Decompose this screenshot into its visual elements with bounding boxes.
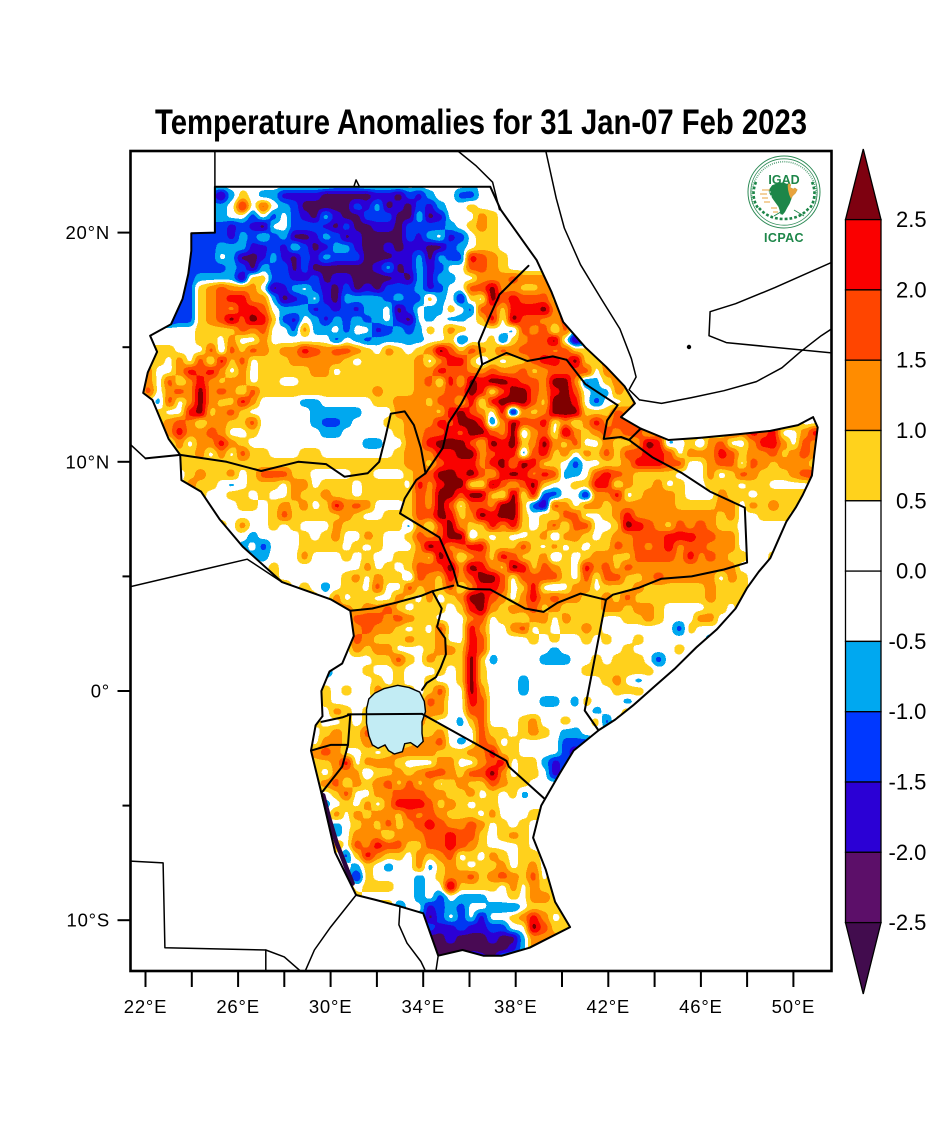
svg-text:Temperature Anomalies for 31 J: Temperature Anomalies for 31 Jan-07 Feb … (155, 102, 807, 142)
svg-text:38°E: 38°E (494, 996, 538, 1017)
svg-text:20°N: 20°N (65, 222, 110, 243)
svg-text:1.5: 1.5 (896, 348, 927, 373)
svg-text:ICPAC: ICPAC (764, 231, 804, 245)
svg-text:2.0: 2.0 (896, 277, 927, 302)
svg-text:0°: 0° (91, 681, 110, 702)
svg-text:-1.0: -1.0 (889, 699, 927, 724)
svg-text:0.0: 0.0 (896, 559, 927, 584)
svg-text:2.5: 2.5 (896, 207, 927, 232)
svg-text:10°S: 10°S (66, 910, 110, 931)
svg-text:-2.0: -2.0 (889, 840, 927, 865)
svg-text:22°E: 22°E (124, 996, 168, 1017)
svg-text:34°E: 34°E (401, 996, 445, 1017)
svg-text:50°E: 50°E (772, 996, 816, 1017)
svg-text:0.5: 0.5 (896, 488, 927, 513)
svg-text:IGAD: IGAD (768, 173, 799, 187)
svg-text:42°E: 42°E (587, 996, 631, 1017)
svg-text:-1.5: -1.5 (889, 770, 927, 795)
svg-text:-2.5: -2.5 (889, 910, 927, 935)
svg-text:46°E: 46°E (679, 996, 723, 1017)
svg-text:30°E: 30°E (309, 996, 353, 1017)
svg-text:26°E: 26°E (216, 996, 260, 1017)
svg-text:1.0: 1.0 (896, 418, 927, 443)
svg-text:-0.5: -0.5 (889, 629, 927, 654)
svg-text:10°N: 10°N (65, 451, 110, 472)
